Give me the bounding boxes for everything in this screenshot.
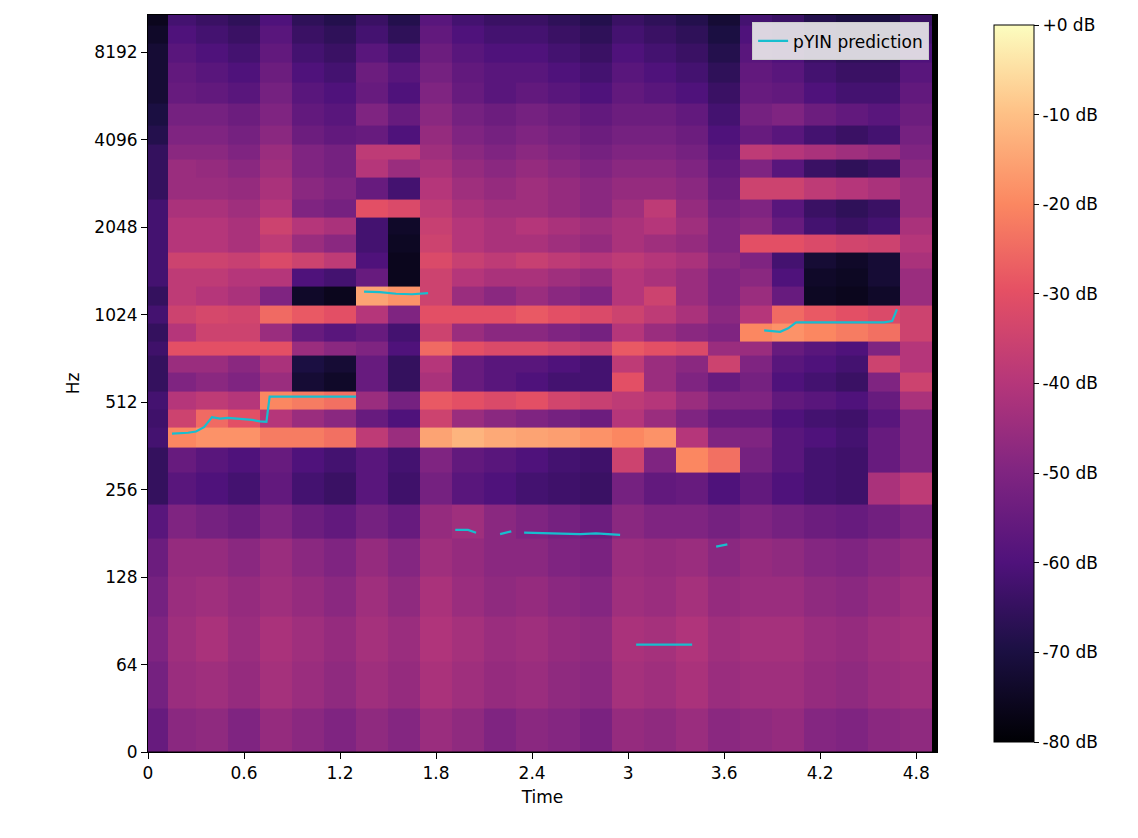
svg-text:-40 dB: -40 dB (1042, 373, 1098, 393)
svg-text:4.2: 4.2 (807, 763, 834, 783)
svg-text:2.4: 2.4 (519, 763, 546, 783)
svg-text:Time: Time (521, 787, 564, 807)
svg-text:0: 0 (143, 763, 154, 783)
svg-text:-60 dB: -60 dB (1042, 553, 1098, 573)
svg-text:256: 256 (105, 480, 137, 500)
svg-text:+0 dB: +0 dB (1042, 15, 1095, 35)
svg-text:-10 dB: -10 dB (1042, 105, 1098, 125)
svg-text:3.6: 3.6 (711, 763, 738, 783)
svg-text:pYIN prediction: pYIN prediction (793, 32, 923, 52)
svg-text:-20 dB: -20 dB (1042, 194, 1098, 214)
svg-text:4096: 4096 (94, 130, 137, 150)
svg-text:128: 128 (105, 567, 137, 587)
svg-text:-80 dB: -80 dB (1042, 732, 1098, 752)
svg-text:512: 512 (105, 392, 137, 412)
svg-text:-30 dB: -30 dB (1042, 284, 1098, 304)
svg-text:4.8: 4.8 (903, 763, 930, 783)
svg-text:8192: 8192 (94, 42, 137, 62)
svg-text:Hz: Hz (63, 373, 83, 395)
svg-text:-50 dB: -50 dB (1042, 463, 1098, 483)
svg-text:64: 64 (116, 655, 138, 675)
svg-text:-70 dB: -70 dB (1042, 642, 1098, 662)
svg-text:3: 3 (623, 763, 634, 783)
svg-text:1.8: 1.8 (423, 763, 450, 783)
svg-text:1024: 1024 (94, 305, 137, 325)
svg-text:0: 0 (127, 742, 138, 762)
svg-text:0.6: 0.6 (230, 763, 257, 783)
svg-text:1.2: 1.2 (327, 763, 354, 783)
svg-text:2048: 2048 (94, 217, 137, 237)
